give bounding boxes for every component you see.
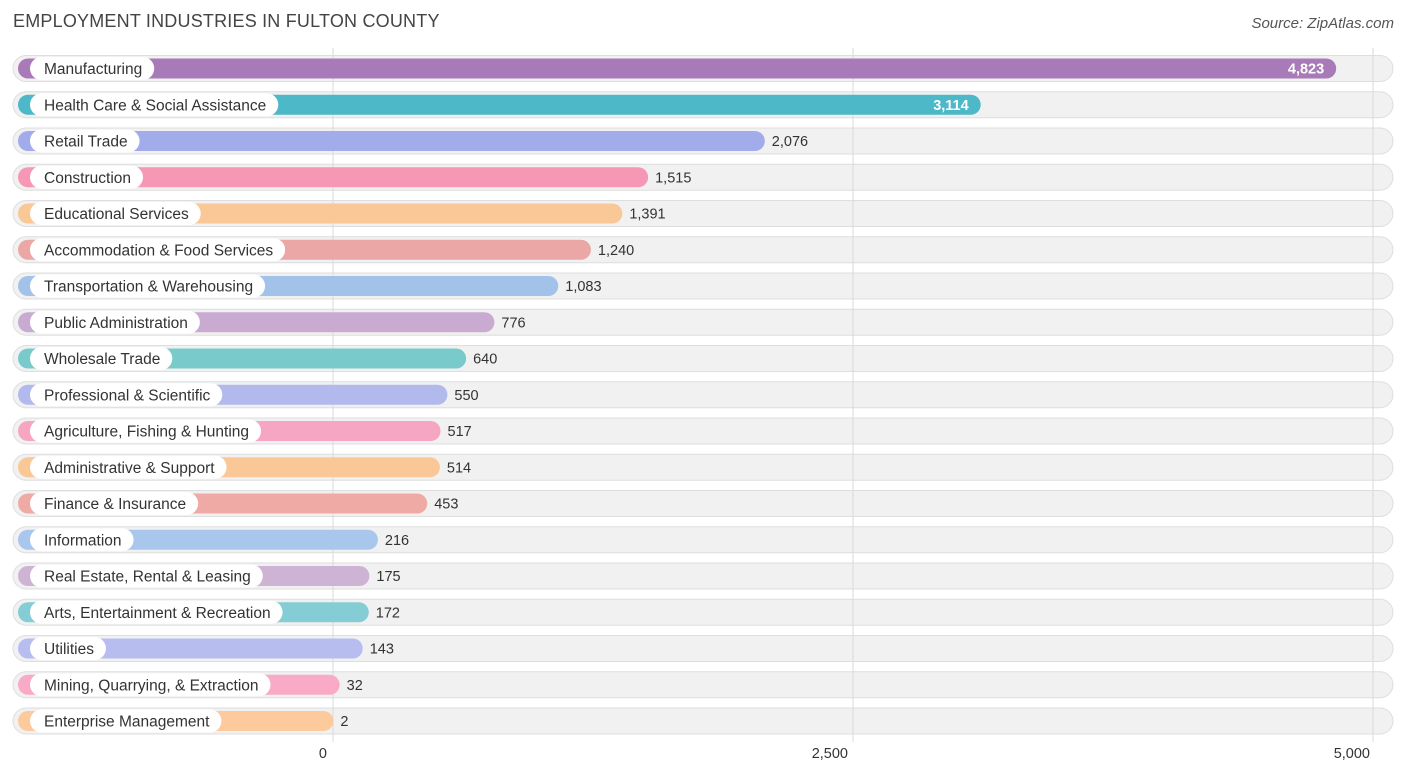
value-label: 2 — [340, 714, 348, 730]
category-label-pill — [30, 673, 271, 697]
bar-group-manufacturing: Manufacturing 4,823 — [18, 57, 1337, 80]
value-label: 216 — [385, 533, 409, 549]
chart-source: Source: ZipAtlas.com — [1251, 15, 1394, 32]
value-label: 1,240 — [598, 243, 634, 259]
row-background — [12, 671, 1394, 699]
bar-group-public-administration: Public Administration 776 — [18, 310, 526, 334]
category-label: Wholesale Trade — [44, 351, 160, 368]
category-label-pill — [30, 57, 155, 80]
value-label: 1,515 — [655, 170, 691, 186]
value-label: 3,114 — [933, 98, 969, 114]
category-label: Finance & Insurance — [44, 496, 186, 513]
x-tick-label: 2,500 — [812, 746, 848, 762]
row-background — [12, 707, 1394, 735]
bar-group-construction: Construction 1,515 — [18, 165, 691, 189]
value-label: 2,076 — [772, 134, 808, 150]
category-label-pill — [30, 564, 263, 588]
bar-group-real-estate-rental-leasing: Real Estate, Rental & Leasing 175 — [18, 564, 401, 588]
bar-group-retail-trade: Retail Trade 2,076 — [18, 129, 808, 153]
x-axis-ticks: 0 2,500 5,000 — [319, 746, 1370, 762]
bar-group-educational-services: Educational Services 1,391 — [18, 202, 666, 225]
value-label: 514 — [447, 460, 471, 476]
bar-group-arts-entertainment-recreation: Arts, Entertainment & Recreation 172 — [18, 600, 400, 624]
bar-retail-trade[interactable] — [18, 131, 765, 151]
category-label-pill — [30, 419, 262, 443]
category-label-pill — [30, 383, 223, 407]
bar-group-health-care-social-assistance: Health Care & Social Assistance 3,114 — [18, 93, 981, 117]
value-label: 1,391 — [629, 207, 665, 223]
value-label: 32 — [347, 678, 363, 694]
category-label-pill — [30, 528, 134, 552]
value-label: 776 — [501, 315, 525, 331]
category-label-pill — [30, 709, 222, 733]
category-label: Real Estate, Rental & Leasing — [44, 569, 251, 586]
category-label: Educational Services — [44, 206, 189, 223]
bar-group-wholesale-trade: Wholesale Trade 640 — [18, 347, 497, 370]
category-label-pill — [30, 637, 106, 660]
category-label-pill — [30, 202, 201, 225]
category-label: Mining, Quarrying, & Extraction — [44, 677, 259, 694]
category-label: Public Administration — [44, 315, 188, 332]
category-label-pill — [30, 455, 227, 479]
value-label: 550 — [454, 388, 478, 404]
category-label-pill — [30, 274, 266, 298]
x-tick-label: 5,000 — [1334, 746, 1370, 762]
bar-group-mining-quarrying-extraction: Mining, Quarrying, & Extraction 32 — [18, 673, 363, 697]
value-label: 143 — [370, 642, 394, 658]
bar-group-transportation-warehousing: Transportation & Warehousing 1,083 — [18, 274, 602, 298]
value-label: 1,083 — [565, 279, 601, 295]
bar-group-utilities: Utilities 143 — [18, 637, 394, 660]
category-label-pill — [30, 238, 286, 262]
category-label: Arts, Entertainment & Recreation — [44, 605, 271, 622]
bar-group-accommodation-food-services: Accommodation & Food Services 1,240 — [18, 238, 634, 262]
category-label: Accommodation & Food Services — [44, 242, 273, 259]
category-label: Agriculture, Fishing & Hunting — [44, 424, 249, 441]
category-label: Enterprise Management — [44, 714, 210, 731]
category-label: Administrative & Support — [44, 460, 215, 477]
value-label: 453 — [434, 497, 458, 513]
category-label-pill — [30, 93, 279, 117]
category-label-pill — [30, 492, 199, 515]
category-label-pill — [30, 129, 140, 153]
bar-group-finance-insurance: Finance & Insurance 453 — [18, 492, 458, 515]
category-label: Professional & Scientific — [44, 387, 211, 404]
bar-group-enterprise-management: Enterprise Management 2 — [18, 709, 348, 733]
value-label: 517 — [448, 424, 472, 440]
value-label: 172 — [376, 605, 400, 621]
category-label: Retail Trade — [44, 134, 128, 151]
bar-group-agriculture-fishing-hunting: Agriculture, Fishing & Hunting 517 — [18, 419, 472, 443]
category-label: Utilities — [44, 641, 94, 658]
category-label-pill — [30, 600, 283, 624]
category-label: Information — [44, 532, 122, 549]
bar-construction[interactable] — [18, 167, 649, 188]
category-label: Manufacturing — [44, 61, 142, 78]
bar-group-professional-scientific: Professional & Scientific 550 — [18, 383, 479, 407]
value-label: 175 — [376, 569, 400, 585]
category-label-pill — [30, 165, 144, 189]
bars: Manufacturing 4,823 Health Care & Social A… — [18, 57, 1337, 733]
bar-group-information: Information 216 — [18, 528, 409, 552]
x-tick-label: 0 — [319, 746, 327, 762]
category-label-pill — [30, 347, 173, 370]
bar-group-administrative-support: Administrative & Support 514 — [18, 455, 471, 479]
category-label: Health Care & Social Assistance — [44, 97, 266, 114]
bar-manufacturing[interactable] — [18, 58, 1337, 79]
value-label: 4,823 — [1288, 62, 1324, 78]
chart-title: EMPLOYMENT INDUSTRIES IN FULTON COUNTY — [13, 11, 440, 31]
category-label-pill — [30, 310, 200, 334]
category-label: Transportation & Warehousing — [44, 279, 253, 296]
value-label: 640 — [473, 352, 497, 368]
category-label: Construction — [44, 170, 131, 187]
